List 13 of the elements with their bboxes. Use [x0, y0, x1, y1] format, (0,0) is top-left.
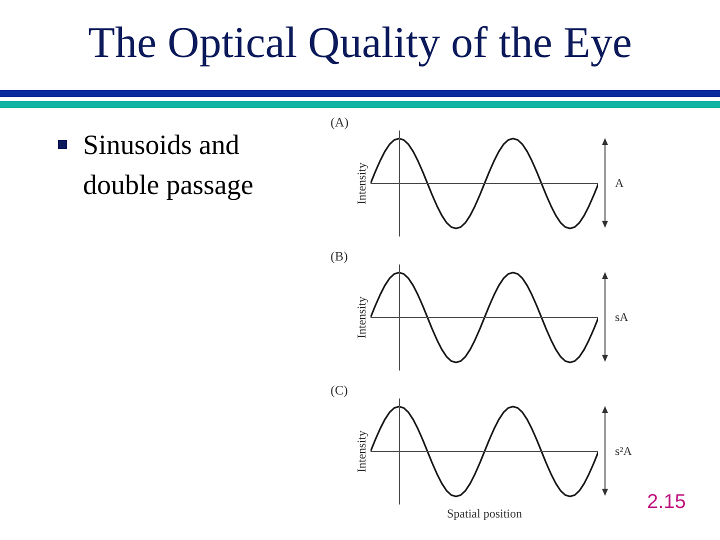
- x-axis-title: Spatial position: [447, 506, 522, 520]
- y-axis-title: Intensity: [354, 430, 368, 472]
- y-axis-title: Intensity: [354, 296, 368, 338]
- text: Sinusoids and double passage: [83, 129, 254, 203]
- chart-title: (A): [330, 114, 349, 130]
- text: The Optical Quality of the Eye: [87, 17, 633, 69]
- chart-title: (C): [330, 382, 348, 398]
- text: s²A: [615, 444, 632, 458]
- text: 2.15: [647, 490, 686, 514]
- text: A: [615, 176, 624, 190]
- text: sA: [615, 310, 628, 324]
- chart-title: (B): [330, 248, 348, 264]
- y-axis-title: Intensity: [354, 162, 368, 204]
